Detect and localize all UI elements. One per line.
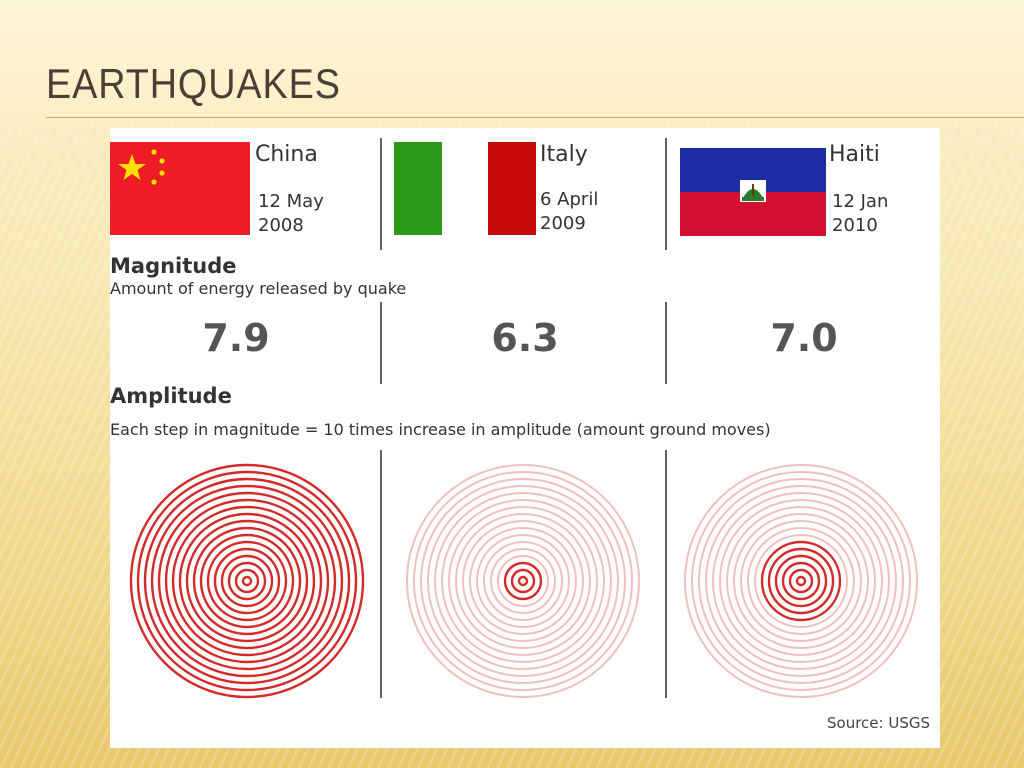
ring-china-4: [213, 547, 281, 615]
ring-china-10: [171, 505, 323, 657]
ring-haiti-14: [698, 478, 904, 684]
amplitude-heading: Amplitude: [110, 384, 232, 408]
date-italy: 6 April 2009: [540, 188, 650, 236]
magnitude-italy: 6.3: [491, 316, 559, 360]
ring-china-1: [234, 568, 260, 594]
ring-italy-7: [469, 527, 577, 635]
ring-italy-12: [434, 492, 612, 670]
divider-amplitude-2: [665, 450, 667, 698]
ring-italy-13: [427, 485, 619, 677]
ring-italy-5: [483, 541, 563, 621]
ring-italy-8: [462, 520, 584, 642]
ring-haiti-13: [705, 485, 897, 677]
ring-haiti-8: [740, 520, 862, 642]
ring-italy-14: [420, 478, 626, 684]
ring-china-0: [241, 575, 253, 587]
date-italy-day: 6 April: [540, 189, 599, 210]
ring-italy-2: [503, 561, 543, 601]
divider-flags-2: [665, 138, 667, 250]
divider-magnitude-1: [380, 302, 382, 384]
ring-italy-6: [476, 534, 570, 628]
divider-flags-1: [380, 138, 382, 250]
ring-haiti-7: [747, 527, 855, 635]
ring-china-14: [143, 477, 351, 685]
title-rule: [46, 117, 1024, 118]
divider-magnitude-2: [665, 302, 667, 384]
italy-flag-red: [488, 142, 536, 235]
ring-haiti-16: [684, 464, 918, 698]
ring-haiti-1: [788, 568, 814, 594]
earthquake-infographic: China 12 May 2008 Italy 6 April 2009 Hai…: [110, 128, 940, 748]
date-haiti-day: 12 Jan: [832, 191, 889, 212]
ring-italy-1: [510, 568, 536, 594]
date-china-day: 12 May: [258, 191, 324, 212]
haiti-flag: [680, 148, 826, 236]
ring-china-12: [157, 491, 337, 671]
ring-china-9: [178, 512, 316, 650]
china-flag: [110, 142, 250, 235]
ring-italy-9: [455, 513, 591, 649]
italy-flag-green: [394, 142, 442, 235]
ring-haiti-15: [691, 471, 911, 691]
amplitude-rings-haiti: [684, 464, 918, 698]
ring-china-2: [227, 561, 267, 601]
ring-italy-16: [406, 464, 640, 698]
ring-italy-3: [497, 555, 549, 607]
ring-haiti-12: [712, 492, 890, 670]
ring-haiti-0: [795, 575, 807, 587]
ring-haiti-10: [726, 506, 876, 656]
ring-china-8: [185, 519, 309, 643]
ring-china-15: [136, 470, 358, 692]
amplitude-rings-china: [129, 463, 365, 699]
ring-china-5: [206, 540, 288, 622]
magnitude-description: Amount of energy released by quake: [110, 279, 407, 298]
date-china: 12 May 2008: [258, 190, 368, 238]
ring-italy-15: [413, 471, 633, 691]
ring-haiti-5: [760, 540, 842, 622]
title-band: [0, 0, 1024, 122]
ring-haiti-4: [767, 547, 835, 615]
ring-china-7: [192, 526, 302, 636]
date-china-year: 2008: [258, 215, 304, 236]
ring-haiti-6: [754, 534, 848, 628]
ring-china-16: [129, 463, 365, 699]
ring-haiti-3: [774, 554, 828, 608]
country-italy: Italy: [540, 142, 588, 167]
ring-china-13: [150, 484, 344, 678]
date-haiti: 12 Jan 2010: [832, 190, 942, 238]
ring-haiti-2: [781, 561, 821, 601]
magnitude-china: 7.9: [202, 316, 270, 360]
date-haiti-year: 2010: [832, 215, 878, 236]
date-italy-year: 2009: [540, 213, 586, 234]
ring-china-6: [199, 533, 295, 629]
magnitude-haiti: 7.0: [770, 316, 838, 360]
country-haiti: Haiti: [829, 142, 880, 167]
ring-haiti-11: [719, 499, 883, 663]
haiti-coat-of-arms-icon: [740, 180, 766, 202]
ring-italy-0: [517, 575, 529, 587]
ring-haiti-9: [733, 513, 869, 649]
country-china: China: [255, 142, 318, 167]
source-credit: Source: USGS: [827, 714, 930, 732]
ring-italy-10: [448, 506, 598, 656]
ring-china-11: [164, 498, 330, 664]
ring-china-3: [220, 554, 274, 608]
divider-amplitude-1: [380, 450, 382, 698]
slide-title: Earthquakes: [46, 60, 341, 107]
amplitude-description: Each step in magnitude = 10 times increa…: [110, 420, 771, 439]
amplitude-rings-italy: [406, 464, 640, 698]
magnitude-heading: Magnitude: [110, 254, 237, 278]
ring-italy-11: [441, 499, 605, 663]
ring-italy-4: [490, 548, 556, 614]
